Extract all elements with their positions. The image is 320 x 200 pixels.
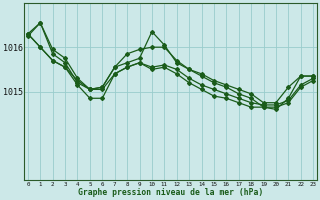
X-axis label: Graphe pression niveau de la mer (hPa): Graphe pression niveau de la mer (hPa) bbox=[78, 188, 263, 197]
